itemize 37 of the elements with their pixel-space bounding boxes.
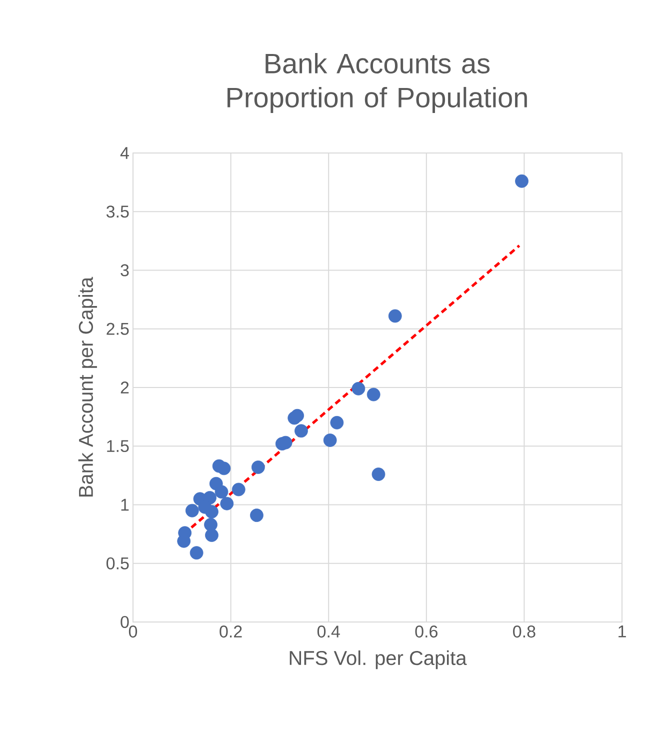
point <box>251 460 265 474</box>
y-tick-label: 3.5 <box>106 206 129 218</box>
point <box>323 434 337 447</box>
x-tick-label: 0.8 <box>513 626 536 638</box>
y-axis-title: Bank Account per Capita <box>78 276 97 496</box>
point <box>294 424 308 438</box>
y-tick-label: 2.5 <box>106 322 129 335</box>
y-tick-label: 1 <box>121 498 129 511</box>
point <box>352 382 366 396</box>
x-axis-title: NFS Vol. per Capita <box>290 650 467 670</box>
point <box>366 388 380 402</box>
point <box>220 496 234 510</box>
point <box>515 174 528 188</box>
point <box>330 416 344 430</box>
x-tick-label: 0.6 <box>415 626 438 638</box>
point <box>290 408 304 422</box>
y-tick-label: 0.5 <box>106 557 129 570</box>
point <box>388 309 402 323</box>
point <box>232 482 246 496</box>
point <box>372 468 386 481</box>
point <box>190 546 204 560</box>
point <box>217 462 231 476</box>
point <box>250 508 264 522</box>
y-tick-label: 1.5 <box>107 440 129 452</box>
y-tick-label: 4 <box>120 147 129 159</box>
point <box>177 534 191 548</box>
x-tick-label: 0.2 <box>220 626 242 638</box>
x-tick-label: 1 <box>618 626 626 638</box>
x-tick-label: 0.4 <box>317 626 340 638</box>
y-tick-label: 0 <box>120 616 129 628</box>
chart-title: Bank Accounts as Proportion of Population <box>228 52 527 114</box>
point <box>185 504 199 518</box>
y-tick-label: 3 <box>120 264 129 276</box>
y-tick-label: 2 <box>120 382 129 394</box>
point <box>214 485 228 499</box>
x-tick-label: 0 <box>128 626 138 638</box>
point <box>205 528 218 542</box>
